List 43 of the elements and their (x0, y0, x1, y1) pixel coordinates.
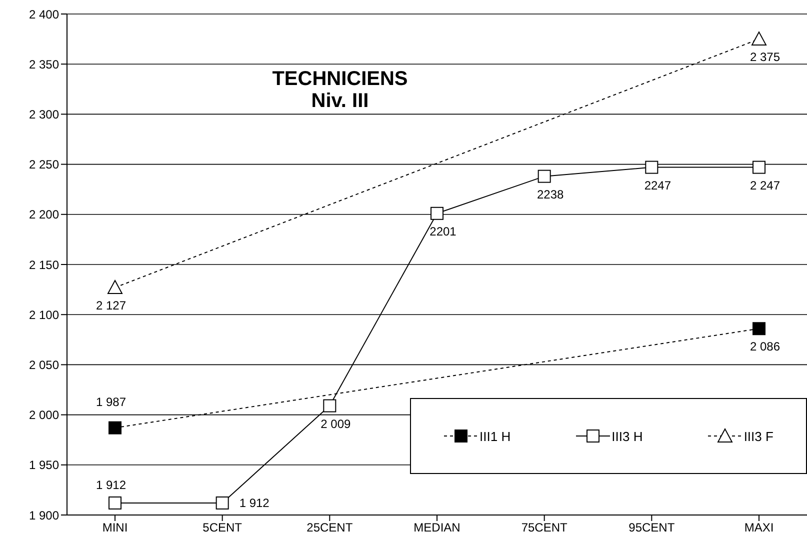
y-tick-label: 2 200 (28, 208, 60, 222)
y-tick-label: 2 300 (28, 107, 60, 122)
point (645, 160, 658, 174)
data-label: 1 912 (96, 478, 126, 492)
data-label: 2 127 (96, 298, 126, 313)
point (323, 399, 336, 412)
y-tick-label: 2 350 (28, 57, 60, 72)
data-label: 2 009 (320, 416, 352, 431)
x-tick-label: 75CENT (521, 520, 568, 535)
point (108, 421, 122, 434)
y-tick-label: 2 400 (28, 7, 60, 22)
point (430, 206, 444, 220)
data-label: 1 987 (96, 394, 126, 409)
point (108, 496, 122, 510)
x-tick-label: MINI (102, 520, 128, 535)
x-tick-label: 95CENT (628, 520, 676, 535)
y-tick-label: 2 150 (28, 258, 60, 272)
y-tick-label: 2 000 (28, 408, 60, 422)
text: TECHNICIENS (271, 68, 409, 90)
point (752, 160, 766, 174)
y-tick-label: 1 900 (28, 508, 60, 522)
point (538, 170, 551, 183)
legend-label: III3 F (744, 428, 774, 444)
x-tick-label: MAXI (744, 520, 774, 535)
data-label: 2238 (536, 187, 564, 202)
data-label: 2247 (644, 178, 672, 192)
legend-label: III3 H (612, 428, 643, 444)
point (216, 496, 229, 510)
x-tick-label: MEDIAN (414, 520, 460, 535)
legend-label: III1 H (480, 428, 511, 444)
data-label: 2201 (430, 224, 457, 238)
x-tick-label: 5CENT (202, 520, 243, 535)
data-label: 2 086 (750, 340, 780, 354)
y-tick-label: 2 250 (28, 158, 60, 172)
point (752, 322, 766, 336)
y-tick-label: 2 050 (28, 358, 60, 372)
data-label: 1 912 (239, 496, 270, 510)
data-label: 2 375 (750, 50, 780, 64)
x-tick-label: 25CENT (306, 520, 354, 535)
text: Niv. III (310, 90, 370, 112)
data-label: 2 247 (750, 178, 780, 192)
y-tick-label: 1 950 (28, 458, 60, 472)
y-tick-label: 2 100 (28, 308, 60, 322)
